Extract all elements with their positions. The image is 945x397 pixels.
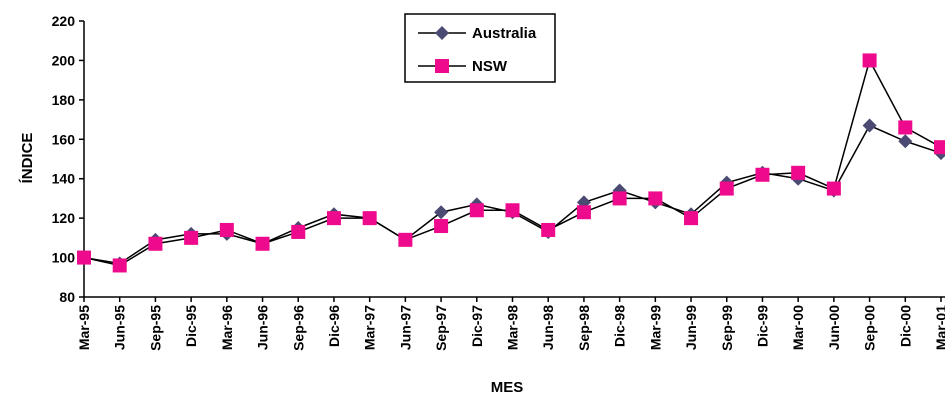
point-nsw — [791, 165, 806, 180]
point-australia — [434, 205, 449, 220]
point-australia — [862, 118, 877, 133]
point-nsw — [648, 191, 663, 206]
x-tick-label: Jun-97 — [397, 305, 413, 350]
point-nsw — [326, 211, 341, 226]
point-nsw — [576, 205, 591, 220]
legend: Australia NSW — [404, 13, 556, 83]
point-nsw — [934, 140, 945, 155]
x-tick-label: Sep-95 — [147, 305, 163, 351]
x-tick-label: Dic-95 — [183, 305, 199, 347]
point-nsw — [469, 203, 484, 218]
x-tick-label: Sep-96 — [290, 305, 306, 351]
y-tick-label: 100 — [52, 250, 76, 266]
x-tick-label: Sep-00 — [862, 305, 878, 351]
x-tick-label: Mar-01 — [933, 305, 945, 350]
point-nsw — [398, 232, 413, 247]
point-nsw — [898, 120, 913, 135]
x-tick-label: Dic-98 — [612, 305, 628, 347]
x-tick-label: Sep-97 — [433, 305, 449, 351]
point-nsw — [612, 191, 627, 206]
x-tick-label: Jun-99 — [683, 305, 699, 350]
y-tick-label: 200 — [52, 52, 76, 68]
x-tick-label: Dic-00 — [897, 305, 913, 347]
y-tick-label: 140 — [52, 171, 76, 187]
axes: 80 100 120 140 160 180 200 220 Mar-95 Jun-95 Sep-9… — [52, 13, 945, 351]
x-tick-label: Jun-95 — [112, 305, 128, 350]
y-tick-label: 120 — [52, 210, 76, 226]
y-tick-label: 220 — [52, 13, 76, 29]
point-nsw — [184, 230, 199, 245]
x-tick-label: Mar-97 — [362, 305, 378, 350]
point-nsw — [755, 167, 770, 182]
x-tick-label: Mar-00 — [790, 305, 806, 350]
point-nsw — [434, 219, 449, 234]
point-nsw — [684, 211, 699, 226]
series-layer — [77, 53, 945, 273]
series-line-nsw — [83, 58, 942, 267]
y-tick-label: 80 — [59, 289, 75, 305]
x-tick-label: Jun-96 — [255, 305, 271, 350]
point-nsw — [826, 181, 841, 196]
point-nsw — [77, 250, 91, 265]
x-tick-label: Mar-96 — [219, 305, 235, 350]
x-axis-title: MES — [491, 379, 524, 396]
x-tick-label: Mar-98 — [505, 305, 521, 350]
x-tick-label: Mar-95 — [76, 305, 92, 350]
legend-label-australia: Australia — [472, 25, 537, 42]
point-nsw — [719, 181, 734, 196]
y-tick-label: 180 — [52, 92, 76, 108]
point-nsw — [148, 236, 163, 251]
legend-box — [404, 13, 556, 83]
point-nsw — [862, 53, 877, 68]
legend-marker-australia — [435, 26, 449, 40]
x-tick-label: Dic-97 — [469, 305, 485, 347]
x-tick-label: Jun-98 — [540, 305, 556, 350]
x-tick-label: Dic-96 — [326, 305, 342, 347]
x-tick-label: Jun-00 — [826, 305, 842, 350]
point-nsw — [291, 224, 306, 239]
y-tick-label: 160 — [52, 131, 76, 147]
point-australia — [898, 134, 913, 149]
x-tick-label: Mar-99 — [647, 305, 663, 350]
point-nsw — [219, 222, 234, 237]
legend-label-nsw: NSW — [472, 58, 508, 75]
x-tick-label: Sep-98 — [576, 305, 592, 351]
point-nsw — [362, 211, 377, 226]
series-line-australia — [83, 124, 942, 265]
x-tick-label: Dic-99 — [754, 305, 770, 347]
point-nsw — [112, 258, 127, 273]
y-axis-title: ÍNDICE — [19, 133, 36, 184]
point-nsw — [255, 236, 270, 251]
legend-marker-nsw — [435, 59, 449, 73]
point-nsw — [541, 222, 556, 237]
x-tick-label: Sep-99 — [719, 305, 735, 351]
point-nsw — [505, 203, 520, 218]
